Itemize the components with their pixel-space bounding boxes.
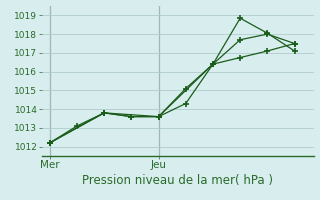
X-axis label: Pression niveau de la mer( hPa ): Pression niveau de la mer( hPa ) (82, 174, 273, 187)
